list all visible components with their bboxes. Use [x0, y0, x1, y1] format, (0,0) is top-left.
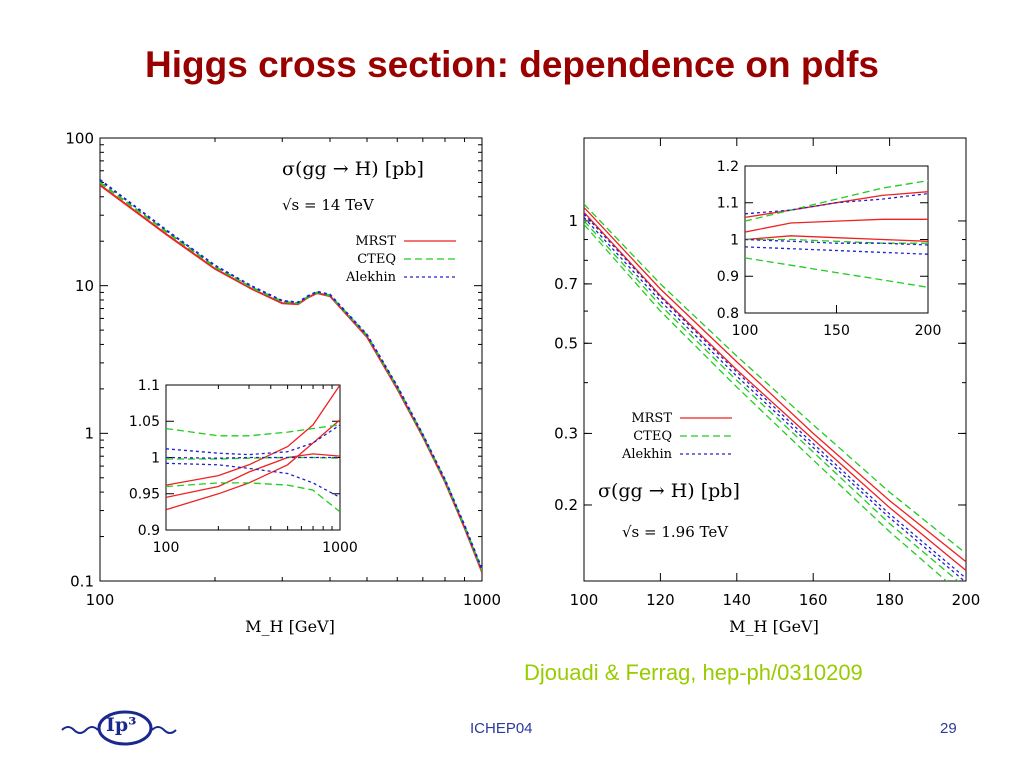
right-annotation: σ(gg → H) [pb]	[598, 480, 740, 502]
series-mrst-line	[745, 218, 928, 233]
series-mrst-line	[166, 419, 340, 511]
right-inset-xtick-label: 200	[915, 323, 942, 339]
right-inset-xtick-label: 150	[823, 323, 850, 339]
ip3-logo: Ip³	[60, 708, 190, 753]
series-alekhin-line	[745, 238, 928, 246]
series-alekhin-line	[100, 179, 482, 570]
left-annotation: √s = 14 TeV	[282, 196, 375, 214]
right-ytick-label: 0.2	[554, 496, 578, 514]
left-ytick-label: 1	[84, 425, 94, 443]
series-cteq-line	[584, 220, 959, 581]
series-cteq-line	[166, 482, 340, 513]
series-cteq-line	[745, 180, 928, 222]
right-xtick-label: 180	[875, 591, 904, 609]
series-mrst-line	[584, 211, 966, 572]
legend-label-alekhin: Alekhin	[621, 447, 673, 462]
left-xtick-label: 1000	[463, 591, 501, 609]
series-cteq-line	[745, 257, 928, 288]
left-ytick-label: 10	[75, 277, 94, 295]
left-xtick-label: 100	[86, 591, 115, 609]
legend-label-alekhin: Alekhin	[345, 270, 397, 285]
right-inset-ytick-label: 1.2	[717, 159, 739, 175]
series-cteq-line	[100, 181, 482, 571]
right-xtick-label: 120	[646, 591, 675, 609]
left-inset-xtick-label: 1000	[322, 540, 358, 556]
series-alekhin-line	[166, 456, 340, 459]
series-alekhin-line	[166, 424, 340, 456]
series-cteq-line	[745, 238, 928, 244]
chart-left: 100 1000 0.1 1 10 100 σ(gg → H) [pb] √s = 14 Te…	[65, 129, 501, 636]
right-inset-ytick-label: 1.1	[717, 196, 739, 212]
right-xtick-label: 100	[570, 591, 599, 609]
citation: Djouadi & Ferrag, hep-ph/0310209	[524, 660, 863, 685]
series-mrst-line	[584, 206, 966, 563]
series-mrst-line	[745, 235, 928, 242]
x-axis-label: M_H [GeV]	[729, 617, 819, 636]
series-cteq-line	[166, 424, 340, 437]
right-xtick-label: 140	[722, 591, 751, 609]
series-alekhin-line	[166, 462, 340, 498]
right-inset-ytick-label: 0.9	[717, 269, 739, 285]
series-mrst-line	[166, 453, 340, 499]
slide-title: Higgs cross section: dependence on pdfs	[145, 44, 879, 85]
footer-conference: ICHEP04	[470, 720, 533, 737]
left-inset-ytick-label: 1.1	[138, 378, 160, 394]
series-alekhin-line	[745, 246, 928, 255]
legend-label-cteq: CTEQ	[357, 252, 396, 267]
right-xtick-label: 160	[799, 591, 828, 609]
right-ytick-label: 0.5	[554, 335, 578, 353]
series-cteq-line	[584, 203, 966, 554]
left-inset-ytick-label: 0.95	[129, 487, 160, 503]
right-inset-ytick-label: 1	[730, 232, 739, 248]
series-mrst-line	[166, 385, 340, 486]
left-ytick-label: 0.1	[70, 572, 94, 590]
left-annotation: σ(gg → H) [pb]	[282, 158, 424, 180]
series-alekhin-line	[584, 213, 966, 579]
right-inset-xtick-label: 100	[732, 323, 759, 339]
right-inset-ytick-label: 0.8	[717, 306, 739, 322]
legend-label-mrst: MRST	[355, 234, 396, 249]
logo-text: Ip³	[106, 714, 137, 736]
chart-right: 100 120 140 160 180 200 0.2 0.3 0.5 0.7 1 σ(gg → H)…	[554, 137, 981, 636]
series-alekhin-line	[584, 217, 966, 581]
left-inset-ytick-label: 1	[151, 450, 160, 466]
legend-label-mrst: MRST	[631, 411, 672, 426]
series-alekhin-line	[745, 192, 928, 215]
right-xtick-label: 200	[952, 591, 981, 609]
right-ytick-label: 0.7	[554, 275, 578, 293]
legend-label-cteq: CTEQ	[633, 429, 672, 444]
right-ytick-label: 0.3	[554, 425, 578, 443]
right-ytick-label: 1	[568, 212, 578, 230]
right-annotation: √s = 1.96 TeV	[622, 523, 729, 541]
left-inset-ytick-label: 1.05	[129, 414, 160, 430]
series-cteq-line	[584, 224, 948, 581]
left-inset-xtick-label: 100	[153, 540, 180, 556]
left-inset-ytick-label: 0.9	[138, 523, 160, 539]
page-number: 29	[940, 720, 957, 737]
x-axis-label: M_H [GeV]	[245, 617, 335, 636]
left-ytick-label: 100	[65, 129, 94, 147]
